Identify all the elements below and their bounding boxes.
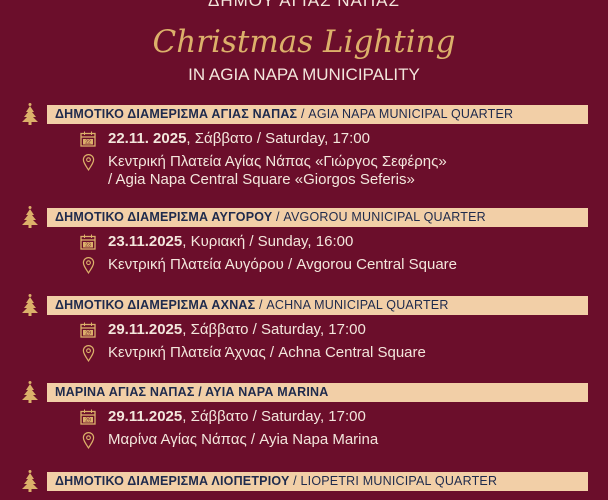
svg-text:23: 23 xyxy=(85,243,91,249)
quarter-en: / AVGOROU MUNICIPAL QUARTER xyxy=(272,210,486,224)
day-time: , Κυριακή / Sunday, 16:00 xyxy=(182,233,354,250)
christmas-tree-icon xyxy=(22,103,38,125)
event-location: Κεντρική Πλατεία Αυγόρου / Avgorou Centr… xyxy=(108,256,458,273)
event-location: Μαρίνα Αγίας Νάπας / Ayia Napa Marina xyxy=(108,431,379,448)
event-location-en: / Agia Napa Central Square «Giorgos Sefe… xyxy=(108,171,415,188)
day-time: , Σάββατο / Saturday, 17:00 xyxy=(182,408,366,425)
quarter-en: / ACHNA MUNICIPAL QUARTER xyxy=(255,298,449,312)
date: 23.11.2025 xyxy=(108,233,183,250)
christmas-tree-icon xyxy=(22,294,38,316)
event-date: 22.11. 2025, Σάββατο / Saturday, 17:00 xyxy=(108,130,370,147)
event-date: 29.11.2025, Σάββατο / Saturday, 17:00 xyxy=(108,321,366,338)
quarter-gr: ΔΗΜΟΤΙΚΟ ΔΙΑΜΕΡΙΣΜΑ ΑΥΓΟΡΟΥ xyxy=(55,210,273,224)
quarter-band: ΔΗΜΟΤΙΚΟ ΔΙΑΜΕΡΙΣΜΑ ΑΥΓΟΡΟΥ / AVGOROU MU… xyxy=(47,208,588,227)
quarter-gr: ΔΗΜΟΤΙΚΟ ΔΙΑΜΕΡΙΣΜΑ ΛΙΟΠΕΤΡΙΟΥ xyxy=(55,474,290,488)
calendar-icon: 29 xyxy=(80,322,96,343)
calendar-icon: 29 xyxy=(80,409,96,430)
christmas-tree-icon xyxy=(22,206,38,228)
event-location: Κεντρική Πλατεία Αγίας Νάπας «Γιώργος Σε… xyxy=(108,153,447,170)
svg-text:29: 29 xyxy=(85,418,91,424)
svg-text:29: 29 xyxy=(85,331,91,337)
quarter-gr: ΜΑΡΙΝΑ ΑΓΙΑΣ ΝΑΠΑΣ / ΑΥΙΑ ΝΑΡΑ MARINA xyxy=(55,385,329,399)
quarter-en: / AGIA NAPA MUNICIPAL QUARTER xyxy=(297,107,514,121)
subtitle: IN AGIA NAPA MUNICIPALITY xyxy=(188,65,420,84)
quarter-en: / LIOPETRI MUNICIPAL QUARTER xyxy=(289,474,498,488)
calendar-icon: 22 xyxy=(80,131,96,152)
christmas-tree-icon xyxy=(22,381,38,403)
svg-text:22: 22 xyxy=(85,140,91,146)
quarter-band: ΔΗΜΟΤΙΚΟ ΔΙΑΜΕΡΙΣΜΑ ΛΙΟΠΕΤΡΙΟΥ / LIOPETR… xyxy=(47,472,588,491)
christmas-tree-icon xyxy=(22,470,38,492)
day-time: , Σάββατο / Saturday, 17:00 xyxy=(186,130,370,147)
municipality-title: ΔΗΜΟΥ ΑΓΙΑΣ ΝΑΠΑΣ xyxy=(207,0,401,10)
location-pin-icon xyxy=(82,432,95,454)
script-title: Christmas Lighting xyxy=(152,24,456,60)
calendar-icon: 23 xyxy=(80,234,96,255)
location-pin-icon xyxy=(82,154,95,176)
quarter-band: ΔΗΜΟΤΙΚΟ ΔΙΑΜΕΡΙΣΜΑ ΑΓΙΑΣ ΝΑΠΑΣ / AGIA N… xyxy=(47,105,588,124)
location-pin-icon xyxy=(82,257,95,279)
quarter-gr: ΔΗΜΟΤΙΚΟ ΔΙΑΜΕΡΙΣΜΑ ΑΓΙΑΣ ΝΑΠΑΣ xyxy=(55,107,298,121)
event-location: Κεντρική Πλατεία Άχνας / Achna Central S… xyxy=(108,344,426,361)
event-date: 29.11.2025, Σάββατο / Saturday, 17:00 xyxy=(108,408,366,425)
date: 29.11.2025 xyxy=(108,408,183,425)
quarter-band: ΔΗΜΟΤΙΚΟ ΔΙΑΜΕΡΙΣΜΑ ΑΧΝΑΣ / ACHNA MUNICI… xyxy=(47,296,588,315)
event-date: 23.11.2025, Κυριακή / Sunday, 16:00 xyxy=(108,233,353,250)
date: 29.11.2025 xyxy=(108,321,183,338)
location-pin-icon xyxy=(82,345,95,367)
day-time: , Σάββατο / Saturday, 17:00 xyxy=(182,321,366,338)
date: 22.11. 2025 xyxy=(108,130,187,147)
quarter-gr: ΔΗΜΟΤΙΚΟ ΔΙΑΜΕΡΙΣΜΑ ΑΧΝΑΣ xyxy=(55,298,256,312)
quarter-band: ΜΑΡΙΝΑ ΑΓΙΑΣ ΝΑΠΑΣ / ΑΥΙΑ ΝΑΡΑ MARINA xyxy=(47,383,588,402)
